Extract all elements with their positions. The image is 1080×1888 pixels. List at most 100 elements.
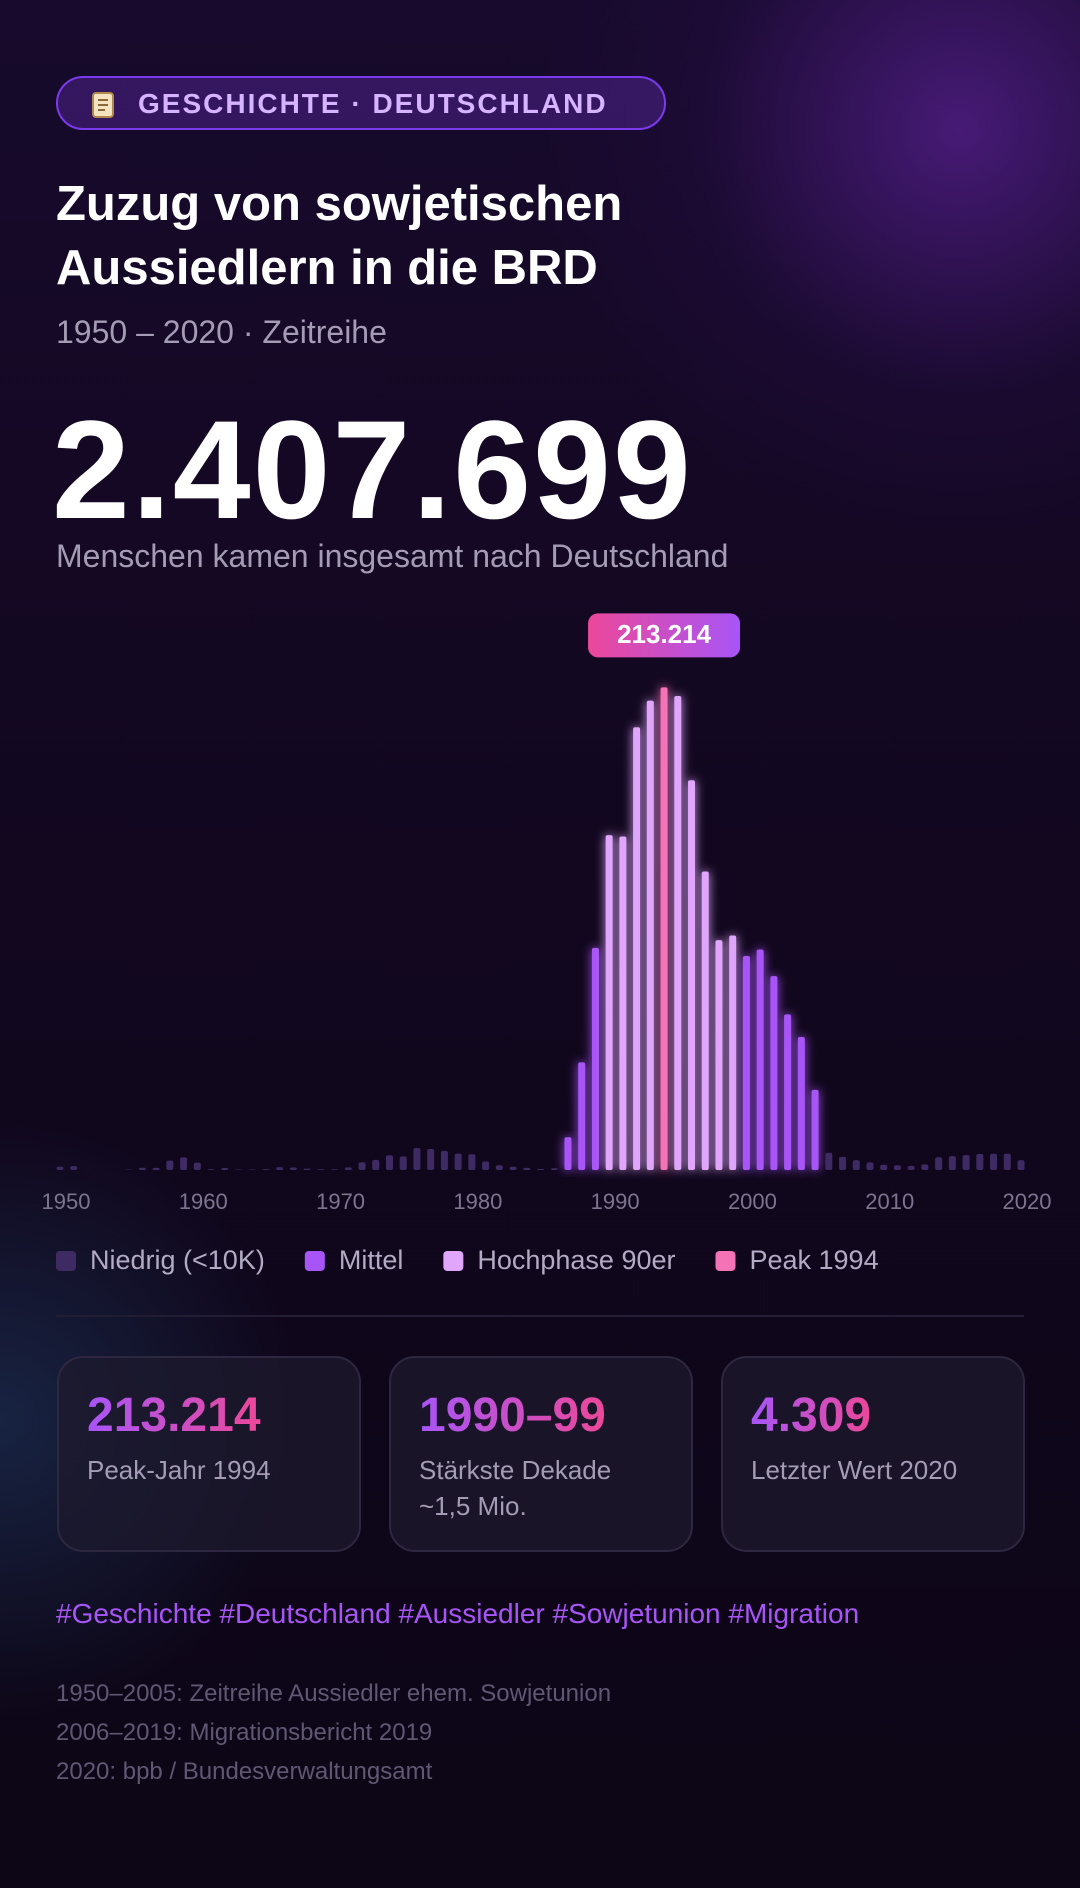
bar bbox=[262, 1169, 270, 1170]
legend-swatch bbox=[715, 1251, 736, 1271]
stat-label: ~1,5 Mio. bbox=[419, 1491, 527, 1521]
bar bbox=[962, 1155, 970, 1170]
total: 2.407.699 bbox=[52, 391, 693, 548]
bar bbox=[742, 955, 750, 1170]
bar bbox=[935, 1157, 943, 1170]
bar bbox=[385, 1155, 393, 1170]
chart: 213.214 1950 1960 1970 1980 1990 2000 2010 2020 N… bbox=[42, 613, 1052, 1275]
bar bbox=[413, 1148, 421, 1170]
legend-label: Mittel bbox=[339, 1245, 404, 1275]
bar bbox=[399, 1156, 407, 1170]
bar bbox=[825, 1152, 833, 1170]
x-tick-label: 2010 bbox=[865, 1189, 914, 1214]
x-tick-label: 2000 bbox=[728, 1189, 777, 1214]
source-line: 1950–2005: Zeitreihe Aussiedler ehem. So… bbox=[56, 1680, 612, 1707]
bar bbox=[729, 935, 737, 1170]
bar bbox=[207, 1169, 215, 1170]
value-label: 213.214 bbox=[617, 619, 712, 649]
bar bbox=[619, 836, 627, 1170]
bar bbox=[948, 1156, 956, 1170]
bar bbox=[1017, 1160, 1025, 1170]
x-tick-label: 1960 bbox=[179, 1189, 228, 1214]
bar bbox=[701, 871, 709, 1170]
bar bbox=[893, 1165, 901, 1170]
stat-value: 4.309 bbox=[751, 1389, 872, 1442]
source-line: 2006–2019: Migrationsbericht 2019 bbox=[56, 1719, 433, 1746]
bar bbox=[440, 1150, 448, 1170]
legend-label: Peak 1994 bbox=[749, 1245, 878, 1275]
bar bbox=[564, 1137, 572, 1170]
bar bbox=[797, 1037, 805, 1170]
scroll-icon bbox=[92, 92, 114, 118]
stat-label: Peak-Jahr 1994 bbox=[87, 1455, 271, 1485]
bar bbox=[646, 700, 654, 1170]
bar bbox=[289, 1167, 297, 1170]
value-label-pill bbox=[588, 613, 741, 658]
legend-label: Niedrig (<10K) bbox=[90, 1245, 265, 1275]
bar bbox=[591, 947, 599, 1170]
legend-label: Hochphase 90er bbox=[477, 1245, 675, 1275]
bar bbox=[180, 1157, 188, 1170]
badge bbox=[56, 76, 666, 130]
bar bbox=[852, 1160, 860, 1170]
stat-label: Stärkste Dekade bbox=[419, 1455, 612, 1485]
total-caption: Menschen kamen insgesamt nach Deutschlan… bbox=[56, 538, 729, 574]
bar bbox=[976, 1154, 984, 1170]
stat-card bbox=[721, 1356, 1025, 1552]
bar bbox=[674, 695, 682, 1170]
bar bbox=[152, 1167, 160, 1170]
bar bbox=[70, 1166, 78, 1170]
bar bbox=[605, 835, 613, 1170]
bar bbox=[880, 1164, 888, 1170]
bar bbox=[660, 687, 668, 1170]
bar bbox=[756, 949, 764, 1170]
stat-card bbox=[57, 1356, 361, 1552]
bar bbox=[454, 1153, 462, 1170]
legend-swatch bbox=[443, 1251, 464, 1271]
bar bbox=[866, 1162, 874, 1170]
bar bbox=[811, 1089, 819, 1170]
bar bbox=[193, 1162, 201, 1170]
bar bbox=[839, 1156, 847, 1170]
bar bbox=[166, 1160, 174, 1170]
bar bbox=[921, 1164, 929, 1170]
bar bbox=[468, 1154, 476, 1170]
bar bbox=[358, 1162, 366, 1170]
bar bbox=[715, 940, 723, 1170]
bar bbox=[990, 1153, 998, 1170]
bar bbox=[537, 1168, 544, 1170]
chart-title: Zuzug von sowjetischen Aussiedlern in di… bbox=[56, 177, 623, 295]
bar bbox=[784, 1014, 792, 1170]
x-tick-label: 1980 bbox=[453, 1189, 502, 1214]
divider bbox=[56, 1315, 1024, 1317]
stat-label: Letzter Wert 2020 bbox=[751, 1455, 958, 1485]
bar bbox=[56, 1166, 64, 1170]
bar bbox=[550, 1168, 558, 1170]
legend-swatch bbox=[304, 1251, 325, 1271]
bar bbox=[495, 1165, 503, 1170]
stat-value: 1990–99 bbox=[419, 1389, 606, 1442]
bar bbox=[331, 1169, 339, 1170]
bar bbox=[317, 1169, 325, 1170]
stat-value: 213.214 bbox=[87, 1389, 261, 1442]
bar bbox=[578, 1062, 586, 1170]
bar bbox=[482, 1161, 490, 1170]
bar bbox=[770, 976, 778, 1170]
legend-swatch bbox=[56, 1251, 76, 1271]
x-tick-label: 1990 bbox=[591, 1189, 640, 1214]
hashtags: #Geschichte #Deutschland #Aussiedler #So… bbox=[56, 1598, 860, 1629]
bar bbox=[221, 1167, 229, 1170]
bar bbox=[688, 780, 696, 1170]
bar bbox=[509, 1166, 517, 1170]
x-tick-label: 2020 bbox=[1003, 1189, 1052, 1214]
stat-card bbox=[389, 1356, 693, 1552]
bar bbox=[907, 1165, 915, 1170]
bar bbox=[427, 1149, 435, 1170]
bar bbox=[248, 1169, 256, 1170]
bar bbox=[276, 1167, 284, 1170]
bar bbox=[633, 727, 641, 1170]
subtitle: 1950 – 2020 · Zeitreihe bbox=[56, 314, 387, 350]
bar bbox=[138, 1167, 146, 1170]
source-line: 2020: bpb / Bundesverwaltungsamt bbox=[56, 1758, 433, 1785]
